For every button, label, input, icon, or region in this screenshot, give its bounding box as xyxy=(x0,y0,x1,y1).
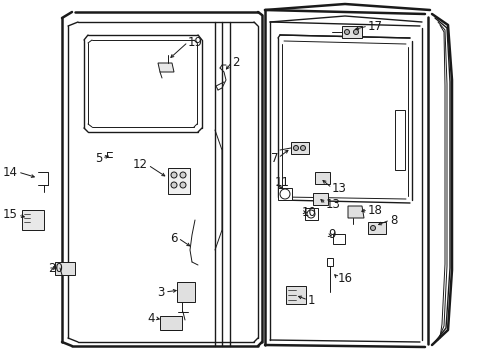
Text: 10: 10 xyxy=(302,206,316,219)
Bar xyxy=(22,210,44,230)
Text: 20: 20 xyxy=(48,261,63,274)
Bar xyxy=(290,142,308,154)
Text: 13: 13 xyxy=(331,181,346,194)
Text: 2: 2 xyxy=(231,55,239,68)
Bar xyxy=(394,110,404,170)
Bar xyxy=(160,316,182,330)
Text: 3: 3 xyxy=(157,285,164,298)
Text: 1: 1 xyxy=(307,293,315,306)
Text: 6: 6 xyxy=(170,231,178,244)
Polygon shape xyxy=(278,188,291,200)
Text: 15: 15 xyxy=(3,208,18,221)
Polygon shape xyxy=(305,208,317,220)
Bar xyxy=(285,286,305,304)
Polygon shape xyxy=(158,63,174,72)
Polygon shape xyxy=(312,193,327,205)
Text: 14: 14 xyxy=(3,166,18,179)
Text: 8: 8 xyxy=(389,213,397,226)
Circle shape xyxy=(353,30,358,35)
Circle shape xyxy=(370,225,375,230)
Text: 5: 5 xyxy=(95,152,102,165)
Circle shape xyxy=(344,30,349,35)
Circle shape xyxy=(300,145,305,150)
Bar xyxy=(341,26,361,38)
Circle shape xyxy=(171,172,177,178)
Text: 9: 9 xyxy=(327,229,335,242)
Text: 4: 4 xyxy=(147,311,155,324)
Bar xyxy=(367,222,385,234)
Bar xyxy=(55,262,75,275)
Text: 18: 18 xyxy=(367,203,382,216)
Circle shape xyxy=(180,182,185,188)
Polygon shape xyxy=(347,206,363,218)
Text: 19: 19 xyxy=(187,36,203,49)
Bar xyxy=(177,282,195,302)
Polygon shape xyxy=(314,172,329,184)
Circle shape xyxy=(280,189,289,199)
Text: 7: 7 xyxy=(270,152,278,165)
Text: 12: 12 xyxy=(133,158,148,171)
Circle shape xyxy=(171,182,177,188)
Text: 11: 11 xyxy=(274,176,289,189)
Text: 16: 16 xyxy=(337,271,352,284)
Circle shape xyxy=(306,210,314,218)
Text: 13: 13 xyxy=(325,198,340,211)
Circle shape xyxy=(180,172,185,178)
Polygon shape xyxy=(332,234,345,244)
Bar xyxy=(168,168,190,194)
Text: 17: 17 xyxy=(367,19,382,32)
Bar xyxy=(326,258,332,266)
Circle shape xyxy=(293,145,298,150)
